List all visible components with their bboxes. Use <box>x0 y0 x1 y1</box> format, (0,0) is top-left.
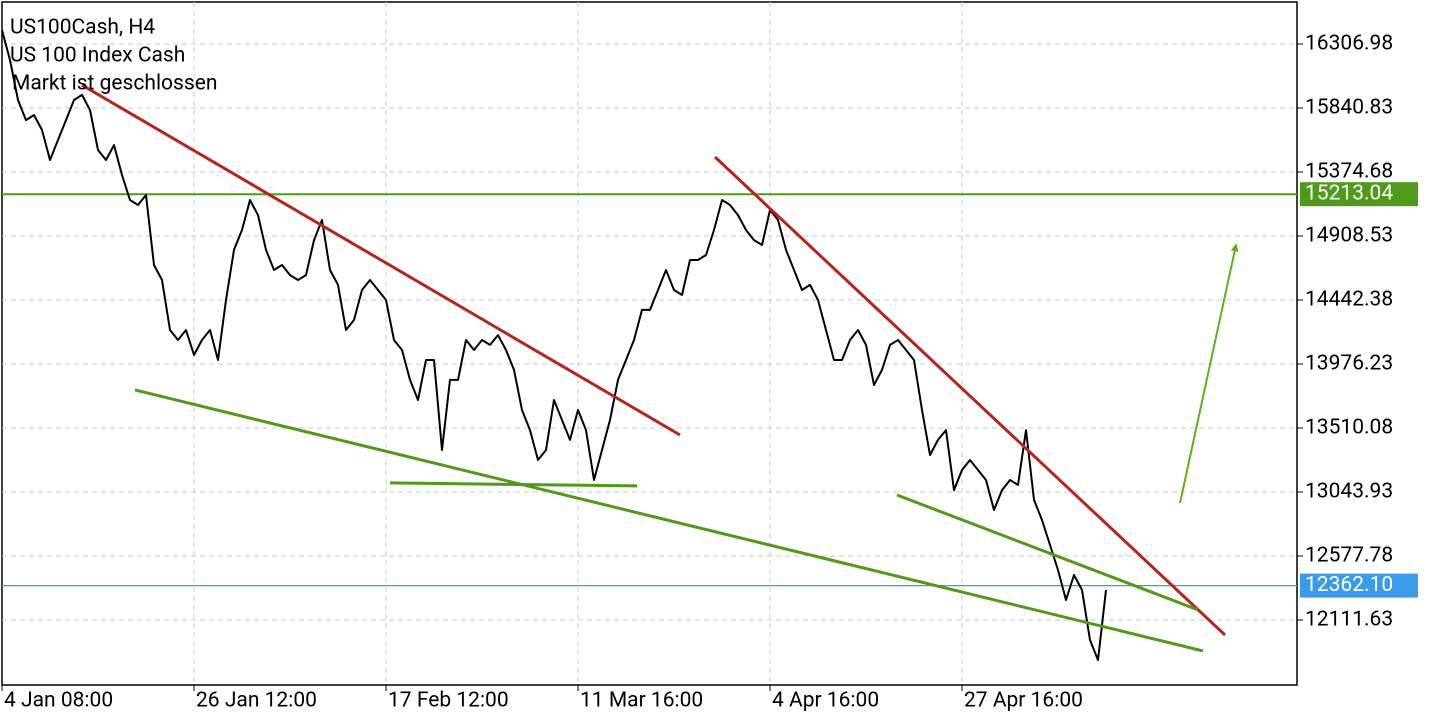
y-tick-label: 13043.93 <box>1305 480 1393 504</box>
y-tick-label: 14442.38 <box>1305 288 1393 312</box>
forecast-arrow <box>1179 243 1239 504</box>
y-tick-label: 13510.08 <box>1305 416 1393 440</box>
x-tick-label: 17 Feb 12:00 <box>388 689 509 713</box>
trend-line <box>896 493 1199 612</box>
plot-frame <box>1 1 1298 686</box>
price-line <box>1 29 1107 661</box>
y-tick-label: 15840.83 <box>1305 96 1393 120</box>
x-tick-label: 4 Apr 16:00 <box>772 689 879 713</box>
level-label-box <box>1300 182 1418 207</box>
trend-line <box>389 481 638 488</box>
level-label: 12362.10 <box>1305 573 1393 597</box>
y-tick-label: 12577.78 <box>1305 544 1393 568</box>
trend-line <box>81 83 681 437</box>
level-label: 15213.04 <box>1305 182 1393 206</box>
market-status: Markt ist geschlossen <box>12 72 217 96</box>
y-tick-label: 14908.53 <box>1305 224 1393 248</box>
chart-subtitle: US 100 Index Cash <box>10 44 185 68</box>
trend-line <box>134 388 1204 653</box>
x-tick-label: 11 Mar 16:00 <box>580 689 703 713</box>
grid <box>2 2 1297 685</box>
level-label-box <box>1300 573 1418 598</box>
y-tick-label: 16306.98 <box>1305 32 1393 56</box>
y-tick-label: 15374.68 <box>1305 160 1393 184</box>
y-tick-label: 12111.63 <box>1305 608 1393 632</box>
marks <box>1 29 1297 661</box>
x-tick-label: 27 Apr 16:00 <box>964 689 1083 713</box>
chart-title: US100Cash, H4 <box>10 16 155 40</box>
y-tick-label: 13976.23 <box>1305 352 1393 376</box>
x-tick-label: 26 Jan 12:00 <box>196 689 317 713</box>
trend-line <box>713 155 1227 637</box>
x-tick-label: 4 Jan 08:00 <box>4 689 113 713</box>
